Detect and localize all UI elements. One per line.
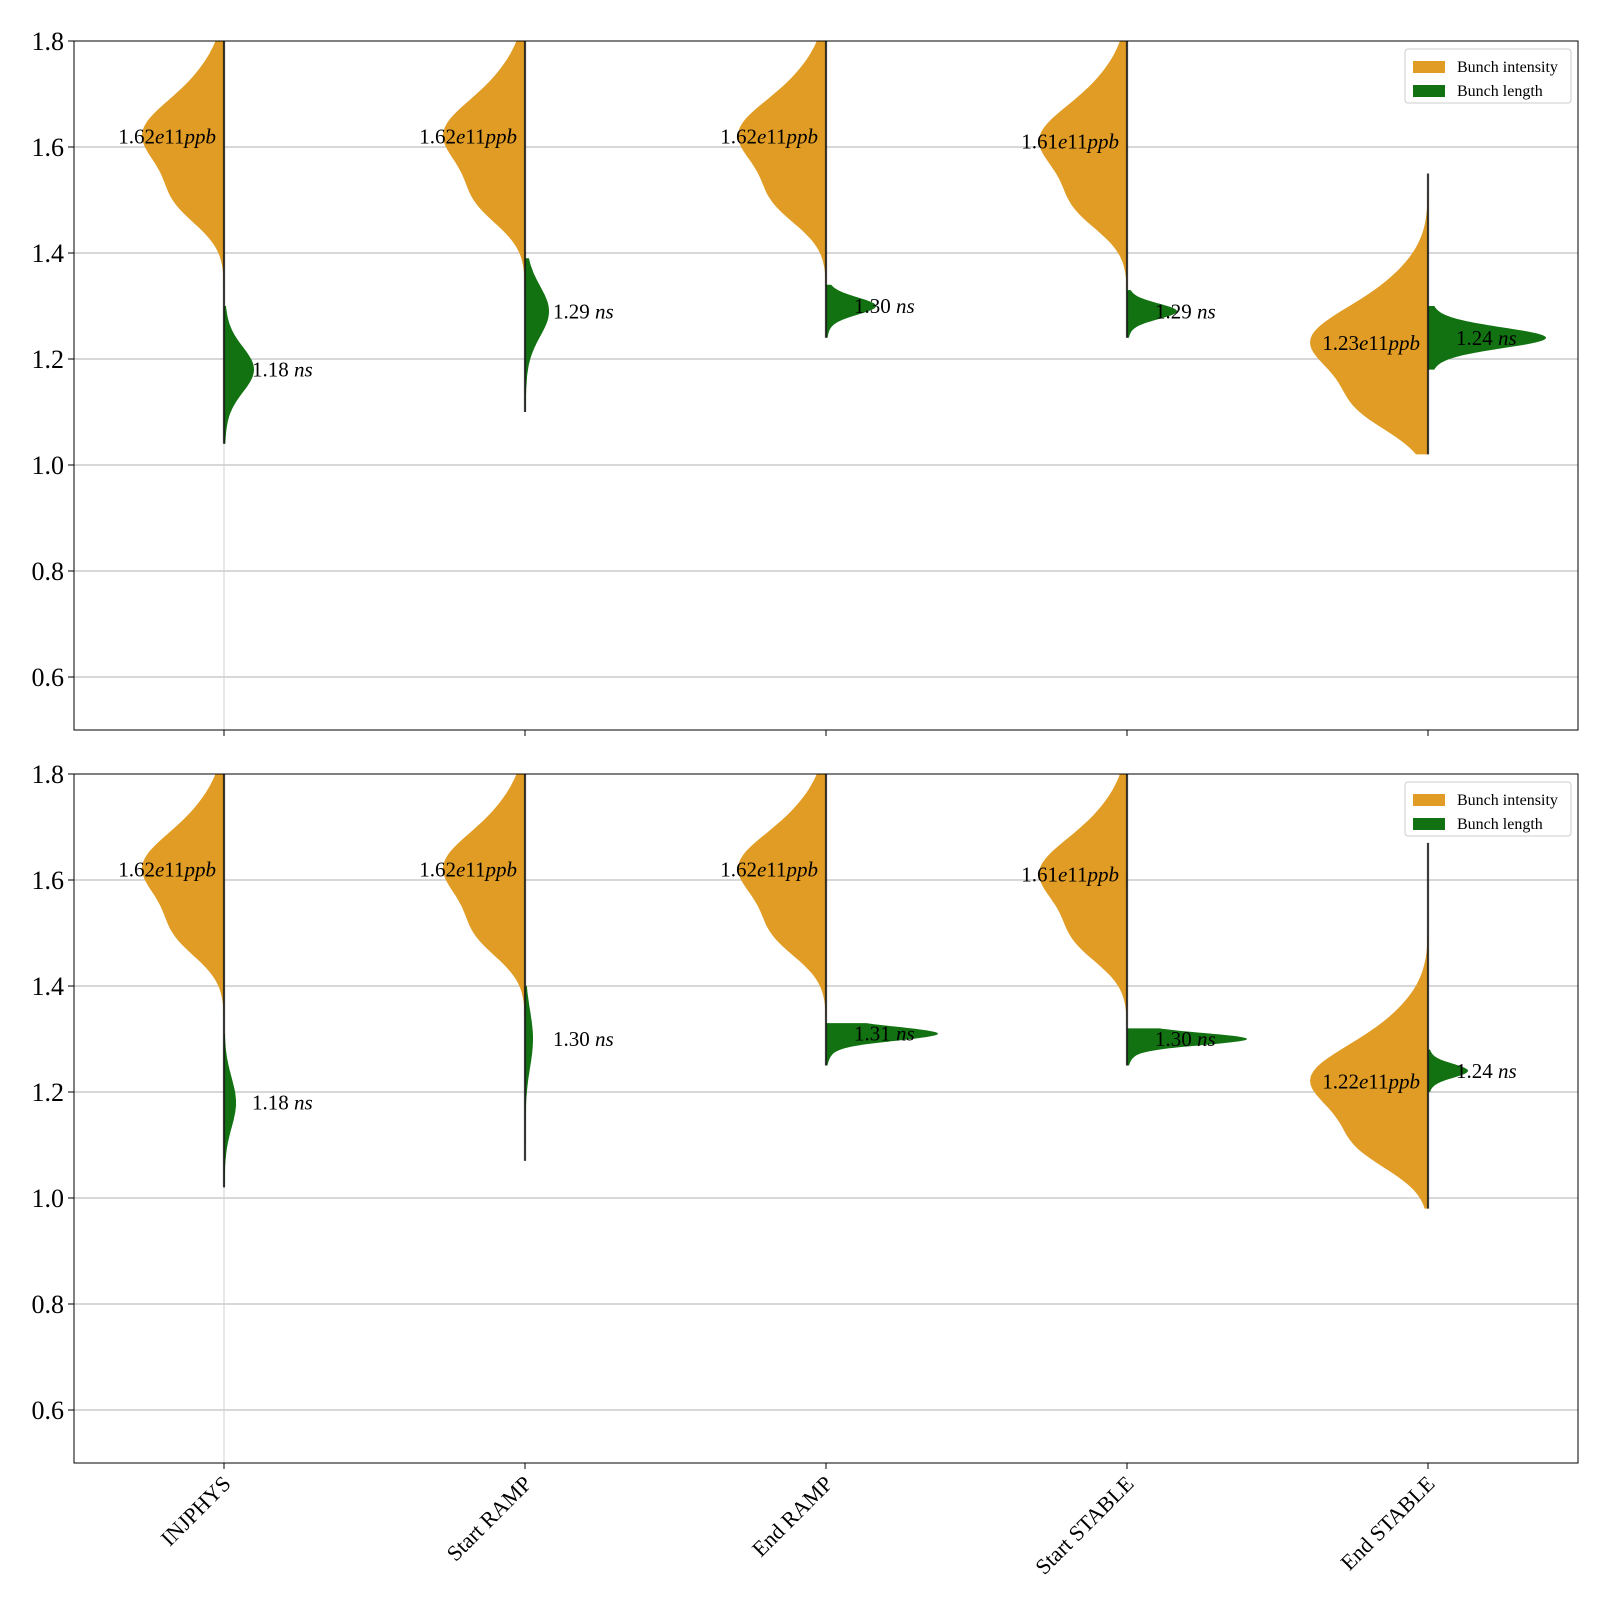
intensity-violin [443, 41, 525, 291]
intensity-violin [1039, 774, 1127, 1024]
violin-end-ramp: 1.62e11ppb 1.31 ns [720, 774, 938, 1066]
length-median-label: 1.18 ns [252, 1091, 313, 1115]
intensity-violin [142, 41, 224, 291]
length-median-label: 1.18 ns [252, 358, 313, 382]
violin-end-ramp: 1.62e11ppb 1.30 ns [720, 41, 915, 338]
y-tick-label: 0.8 [32, 1290, 65, 1319]
legend-box [1404, 48, 1572, 104]
y-tick-label: 0.8 [32, 557, 65, 586]
intensity-violin [738, 774, 826, 1024]
y-tick-label: 1.4 [32, 239, 65, 268]
length-violin [525, 986, 533, 1161]
length-median-label: 1.29 ns [553, 299, 614, 323]
intensity-median-label: 1.62e11ppb [118, 857, 216, 881]
violin-injphys: 1.62e11ppb 1.18 ns [118, 41, 313, 444]
legend-box [1404, 781, 1572, 837]
y-tick-label: 1.8 [32, 760, 65, 789]
axes-frame [73, 40, 1579, 731]
intensity-median-label: 1.61e11ppb [1021, 130, 1119, 154]
intensity-median-label: 1.62e11ppb [419, 124, 517, 148]
violin-injphys: 1.62e11ppb 1.18 ns [118, 774, 313, 1188]
length-violin [224, 1033, 236, 1188]
intensity-median-label: 1.62e11ppb [720, 124, 818, 148]
x-tick-label: Start STABLE [1030, 1471, 1138, 1579]
y-tick-label: 1.0 [32, 1184, 65, 1213]
y-tick-label: 1.8 [32, 27, 65, 56]
legend-label: Bunch intensity [1457, 59, 1558, 76]
x-tick-label: Start RAMP [441, 1471, 536, 1566]
intensity-median-label: 1.61e11ppb [1021, 863, 1119, 887]
axes-frame [73, 773, 1579, 1464]
intensity-violin [142, 774, 224, 1024]
violin-start-ramp: 1.62e11ppb 1.30 ns [419, 774, 614, 1161]
violin-start-stable: 1.61e11ppb 1.29 ns [1021, 41, 1216, 338]
length-violin [525, 258, 549, 412]
legend-swatch [1413, 61, 1445, 73]
y-tick-label: 1.0 [32, 451, 65, 480]
violin-start-ramp: 1.62e11ppb 1.29 ns [419, 41, 614, 412]
violin-start-stable: 1.61e11ppb 1.30 ns [1021, 774, 1247, 1066]
length-violin [1428, 306, 1546, 370]
legend-swatch [1413, 794, 1445, 806]
legend: Bunch intensity Bunch length [1404, 48, 1572, 104]
length-median-label: 1.24 ns [1456, 326, 1517, 350]
legend-label: Bunch length [1457, 83, 1543, 100]
intensity-median-label: 1.62e11ppb [419, 857, 517, 881]
intensity-violin [1310, 842, 1428, 1209]
intensity-violin [1039, 41, 1127, 291]
legend-swatch [1413, 818, 1445, 830]
length-violin [224, 306, 254, 444]
legend-label: Bunch length [1457, 816, 1543, 833]
legend-swatch [1413, 85, 1445, 97]
length-median-label: 1.30 ns [553, 1027, 614, 1051]
y-tick-label: 1.2 [32, 345, 65, 374]
violin-end-stable: 1.22e11ppb 1.24 ns [1310, 842, 1517, 1209]
intensity-median-label: 1.62e11ppb [118, 124, 216, 148]
intensity-median-label: 1.62e11ppb [720, 857, 818, 881]
length-median-label: 1.30 ns [1155, 1027, 1216, 1051]
intensity-violin [443, 774, 525, 1024]
y-tick-label: 0.6 [32, 663, 65, 692]
y-tick-label: 1.2 [32, 1078, 65, 1107]
length-violin [826, 284, 876, 338]
intensity-median-label: 1.23e11ppb [1322, 331, 1420, 355]
intensity-median-label: 1.22e11ppb [1322, 1069, 1420, 1093]
intensity-violin [738, 41, 826, 291]
x-tick-label: INJPHYS [156, 1471, 236, 1551]
y-tick-label: 1.6 [32, 866, 65, 895]
length-median-label: 1.30 ns [854, 294, 915, 318]
length-median-label: 1.29 ns [1155, 299, 1216, 323]
y-tick-label: 1.4 [32, 972, 65, 1001]
y-tick-label: 0.6 [32, 1396, 65, 1425]
length-violin [1428, 1049, 1468, 1092]
x-tick-label: End STABLE [1335, 1471, 1439, 1575]
violin-end-stable: 1.23e11ppb 1.24 ns [1310, 173, 1546, 455]
length-violin [1127, 290, 1177, 338]
legend: Bunch intensity Bunch length [1404, 781, 1572, 837]
x-tick-label: End RAMP [747, 1471, 838, 1562]
intensity-violin [1310, 173, 1428, 455]
length-median-label: 1.24 ns [1456, 1059, 1517, 1083]
length-violin [1127, 1028, 1247, 1066]
y-tick-label: 1.6 [32, 133, 65, 162]
legend-label: Bunch intensity [1457, 792, 1558, 809]
length-median-label: 1.31 ns [854, 1022, 915, 1046]
length-violin [826, 1023, 938, 1066]
